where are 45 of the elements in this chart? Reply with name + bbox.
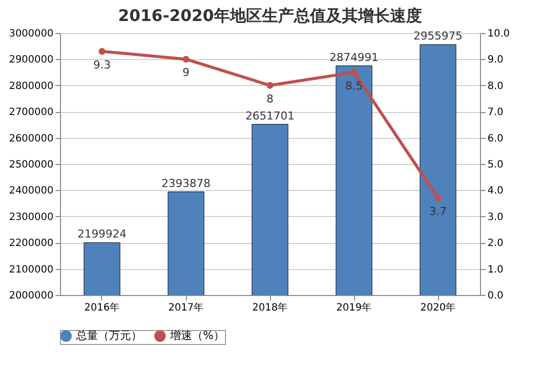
y-tick-label: 3000000 (8, 28, 54, 40)
legend-label: 总量（万元） (75, 329, 142, 342)
x-tick-label: 2018年 (252, 302, 288, 314)
y2-tick-label: 8.0 (488, 80, 504, 92)
point (434, 194, 442, 202)
y-tick-label: 2600000 (8, 133, 54, 144)
data-label: 9.3 (93, 58, 111, 72)
y2-tick-label: 5.0 (488, 160, 504, 170)
y-tick-label: 2100000 (8, 264, 54, 276)
data-label: 2651701 (246, 109, 294, 122)
point (182, 56, 190, 63)
x-tick-label: 2017年 (168, 302, 204, 314)
data-label: 2393878 (162, 176, 210, 190)
y-tick-label: 2000000 (8, 290, 54, 302)
data-label: 9 (182, 66, 190, 80)
y2-tick-label: 7.0 (488, 107, 504, 118)
y2-tick-label: 3.0 (488, 212, 504, 223)
y2-tick-label: 6.0 (488, 133, 504, 144)
data-label: 3.7 (429, 205, 447, 218)
y2-tick-label: 9.0 (488, 54, 504, 66)
y2-tick-label: 10.0 (488, 28, 510, 40)
point (350, 68, 358, 76)
data-label: 8.5 (345, 79, 363, 92)
data-label: 2874991 (330, 50, 378, 64)
data-label: 8 (266, 92, 274, 106)
y-tick-label: 2800000 (8, 80, 54, 92)
y-tick-label: 2500000 (8, 160, 54, 170)
y-tick-label: 2200000 (8, 238, 54, 250)
data-label: 2199924 (78, 228, 126, 241)
y-tick-label: 2900000 (8, 54, 54, 66)
point (98, 48, 106, 55)
y-tick-label: 2400000 (8, 186, 54, 197)
y-tick-label: 2700000 (8, 107, 54, 118)
chart-title: 2016-2020年地区生产总值及其增长速度 (118, 6, 422, 25)
y-tick-label: 2300000 (8, 212, 54, 223)
y2-tick-label: 2.0 (488, 238, 504, 250)
x-tick-label: 2016年 (84, 302, 120, 314)
x-tick-label: 2019年 (336, 302, 372, 314)
y2-tick-label: 4.0 (488, 186, 504, 197)
point (266, 82, 274, 89)
data-label: 2955975 (414, 30, 462, 43)
legend-label: 增速（%） (169, 329, 224, 342)
y2-tick-label: 1.0 (488, 264, 504, 276)
x-tick-label: 2020年 (420, 302, 456, 314)
y2-tick-label: 0.0 (488, 290, 504, 302)
